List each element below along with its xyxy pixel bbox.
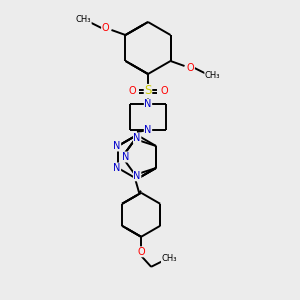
Text: N: N [122,152,129,162]
Text: N: N [113,141,121,151]
Text: O: O [137,247,145,257]
Text: N: N [113,163,121,173]
Text: O: O [102,23,109,33]
Text: N: N [134,133,141,143]
Text: CH₃: CH₃ [161,254,177,263]
Text: O: O [128,86,136,96]
Text: CH₃: CH₃ [205,71,220,80]
Text: N: N [134,171,141,181]
Text: N: N [144,125,152,135]
Text: N: N [144,99,152,109]
Text: O: O [187,63,194,73]
Text: CH₃: CH₃ [76,16,91,25]
Text: S: S [144,85,152,98]
Text: O: O [160,86,168,96]
